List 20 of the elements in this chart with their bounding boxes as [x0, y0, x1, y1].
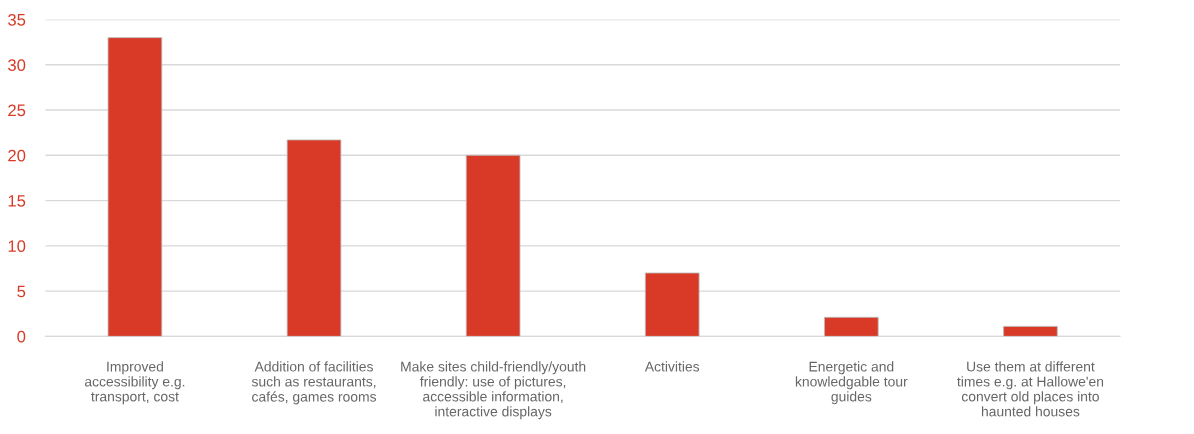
y-tick-label: 10	[8, 240, 26, 253]
bar	[107, 37, 163, 337]
y-tick-label: 25	[8, 104, 26, 117]
x-tick-label: Energetic and knowledgable tour guides	[795, 361, 908, 405]
bar	[465, 154, 521, 337]
y-tick-label: 5	[17, 285, 26, 298]
y-tick-label: 20	[8, 149, 26, 162]
bar	[644, 272, 700, 337]
bar	[1003, 325, 1058, 337]
x-tick-label: Addition of facilities such as restaurants, cafés, games rooms	[251, 361, 377, 405]
y-tick-label: 35	[8, 13, 26, 26]
y-tick-label: 30	[8, 59, 26, 71]
x-tick-label: Make sites child-friendly/youth friendly: use of pictures, accessible information, interactive displays	[401, 361, 586, 420]
bar	[824, 316, 879, 337]
x-tick-label: Activities	[644, 361, 700, 372]
x-tick-label: Improved accessibility e.g. transport, cost	[84, 361, 185, 405]
y-tick-label: 15	[8, 195, 26, 207]
y-tick-label: 0	[17, 330, 26, 343]
bar	[286, 139, 342, 337]
x-tick-label: Use them at different times e.g. at Hallowe'en convert old places into haunted houses	[957, 361, 1104, 417]
